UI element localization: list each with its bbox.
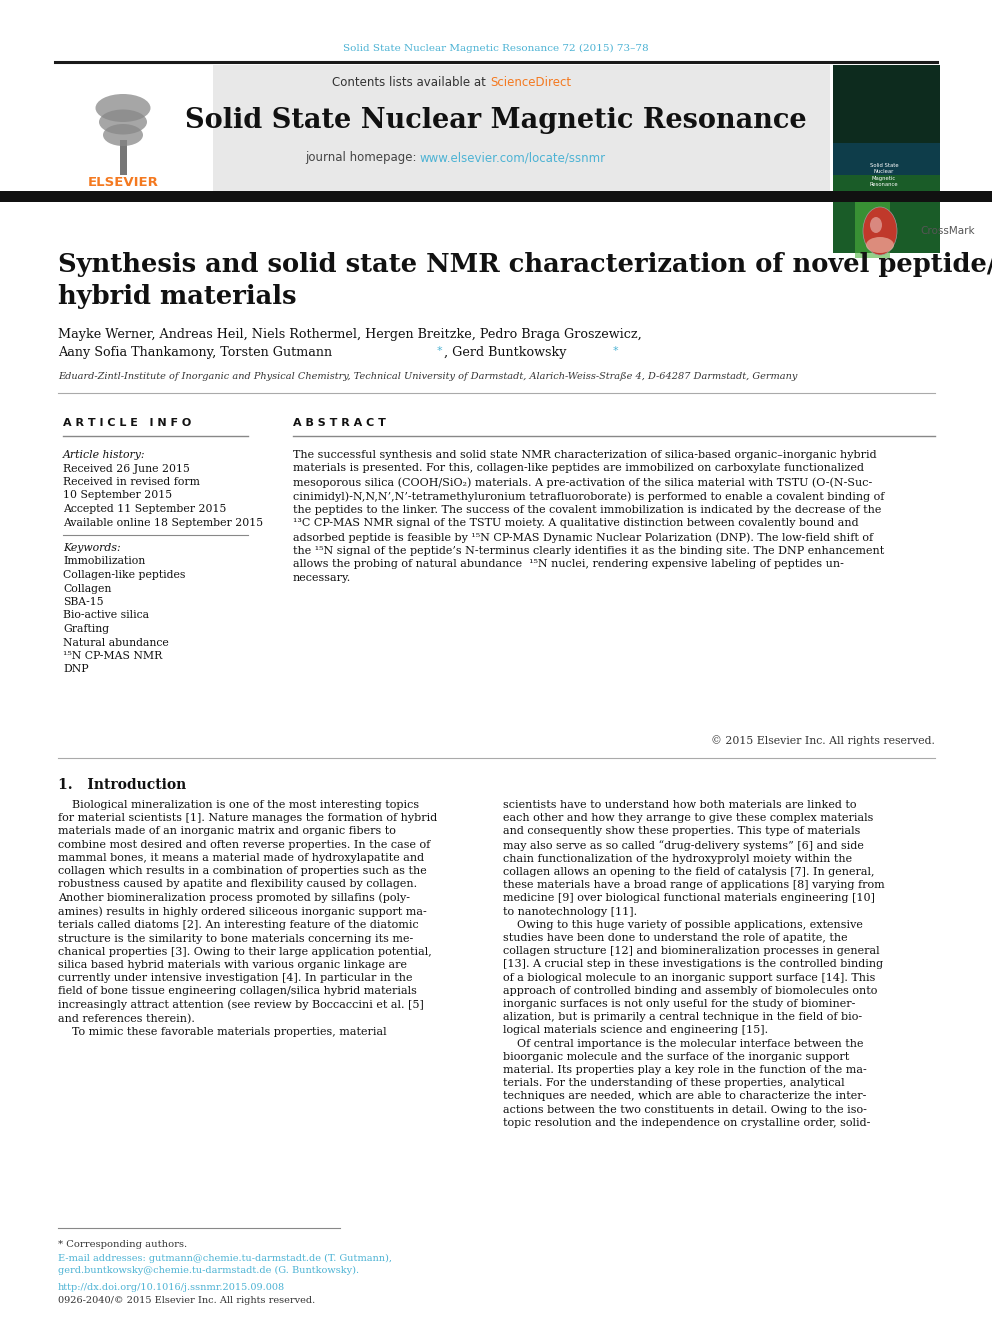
Text: 0926-2040/© 2015 Elsevier Inc. All rights reserved.: 0926-2040/© 2015 Elsevier Inc. All right… [58, 1297, 315, 1304]
Text: ELSEVIER: ELSEVIER [87, 176, 159, 189]
Text: Immobilization: Immobilization [63, 557, 145, 566]
Bar [833, 143, 940, 198]
Bar [55, 65, 830, 198]
Bar [0, 191, 992, 202]
Bar [855, 193, 890, 258]
Text: Available online 18 September 2015: Available online 18 September 2015 [63, 517, 263, 528]
Text: © 2015 Elsevier Inc. All rights reserved.: © 2015 Elsevier Inc. All rights reserved… [711, 736, 935, 746]
Bar [55, 65, 213, 198]
Text: 1.   Introduction: 1. Introduction [58, 778, 186, 792]
Text: 10 September 2015: 10 September 2015 [63, 491, 173, 500]
Text: scientists have to understand how both materials are linked to
each other and ho: scientists have to understand how both m… [503, 800, 885, 1129]
Text: E-mail addresses: gutmann@chemie.tu-darmstadt.de (T. Gutmann),: E-mail addresses: gutmann@chemie.tu-darm… [58, 1254, 392, 1263]
Ellipse shape [866, 237, 894, 253]
Text: ScienceDirect: ScienceDirect [490, 75, 571, 89]
Text: ¹⁵N CP-MAS NMR: ¹⁵N CP-MAS NMR [63, 651, 163, 662]
Text: The successful synthesis and solid state NMR characterization of silica-based or: The successful synthesis and solid state… [293, 450, 885, 582]
Text: Contents lists available at: Contents lists available at [332, 75, 490, 89]
Text: Accepted 11 September 2015: Accepted 11 September 2015 [63, 504, 226, 515]
Text: *: * [437, 347, 442, 356]
Text: Natural abundance: Natural abundance [63, 638, 169, 647]
Text: journal homepage:: journal homepage: [305, 152, 420, 164]
Text: Collagen: Collagen [63, 583, 111, 594]
Text: Received 26 June 2015: Received 26 June 2015 [63, 463, 189, 474]
Ellipse shape [863, 206, 897, 255]
Text: Eduard-Zintl-Institute of Inorganic and Physical Chemistry, Technical University: Eduard-Zintl-Institute of Inorganic and … [58, 372, 798, 381]
Text: SBA-15: SBA-15 [63, 597, 103, 607]
Text: Mayke Werner, Andreas Heil, Niels Rothermel, Hergen Breitzke, Pedro Braga Grosze: Mayke Werner, Andreas Heil, Niels Rother… [58, 328, 642, 341]
Text: Bio-active silica: Bio-active silica [63, 610, 149, 620]
Bar [120, 140, 127, 175]
Text: A R T I C L E   I N F O: A R T I C L E I N F O [63, 418, 191, 429]
Text: Synthesis and solid state NMR characterization of novel peptide/silica
hybrid ma: Synthesis and solid state NMR characteri… [58, 251, 992, 310]
Text: http://dx.doi.org/10.1016/j.ssnmr.2015.09.008: http://dx.doi.org/10.1016/j.ssnmr.2015.0… [58, 1283, 285, 1293]
Text: * Corresponding authors.: * Corresponding authors. [58, 1240, 187, 1249]
Text: Aany Sofia Thankamony, Torsten Gutmann: Aany Sofia Thankamony, Torsten Gutmann [58, 347, 332, 359]
Ellipse shape [95, 94, 151, 122]
Text: Article history:: Article history: [63, 450, 146, 460]
Text: , Gerd Buntkowsky: , Gerd Buntkowsky [444, 347, 566, 359]
Text: *: * [613, 347, 619, 356]
Bar [833, 175, 940, 253]
Bar [833, 65, 940, 198]
Text: Keywords:: Keywords: [63, 542, 121, 553]
Text: Solid State Nuclear Magnetic Resonance: Solid State Nuclear Magnetic Resonance [186, 106, 806, 134]
Text: CrossMark: CrossMark [920, 226, 974, 235]
Text: Solid State
Nuclear
Magnetic
Resonance: Solid State Nuclear Magnetic Resonance [870, 163, 899, 187]
Text: Received in revised form: Received in revised form [63, 478, 199, 487]
Text: Biological mineralization is one of the most interesting topics
for material sci: Biological mineralization is one of the … [58, 800, 437, 1037]
Ellipse shape [870, 217, 882, 233]
Text: Solid State Nuclear Magnetic Resonance 72 (2015) 73–78: Solid State Nuclear Magnetic Resonance 7… [343, 44, 649, 53]
Text: www.elsevier.com/locate/ssnmr: www.elsevier.com/locate/ssnmr [420, 152, 606, 164]
Text: gerd.buntkowsky@chemie.tu-darmstadt.de (G. Buntkowsky).: gerd.buntkowsky@chemie.tu-darmstadt.de (… [58, 1266, 359, 1275]
Ellipse shape [103, 124, 143, 146]
Text: DNP: DNP [63, 664, 88, 675]
Text: Collagen-like peptides: Collagen-like peptides [63, 570, 186, 579]
Text: A B S T R A C T: A B S T R A C T [293, 418, 386, 429]
Text: Grafting: Grafting [63, 624, 109, 634]
Ellipse shape [99, 110, 147, 135]
